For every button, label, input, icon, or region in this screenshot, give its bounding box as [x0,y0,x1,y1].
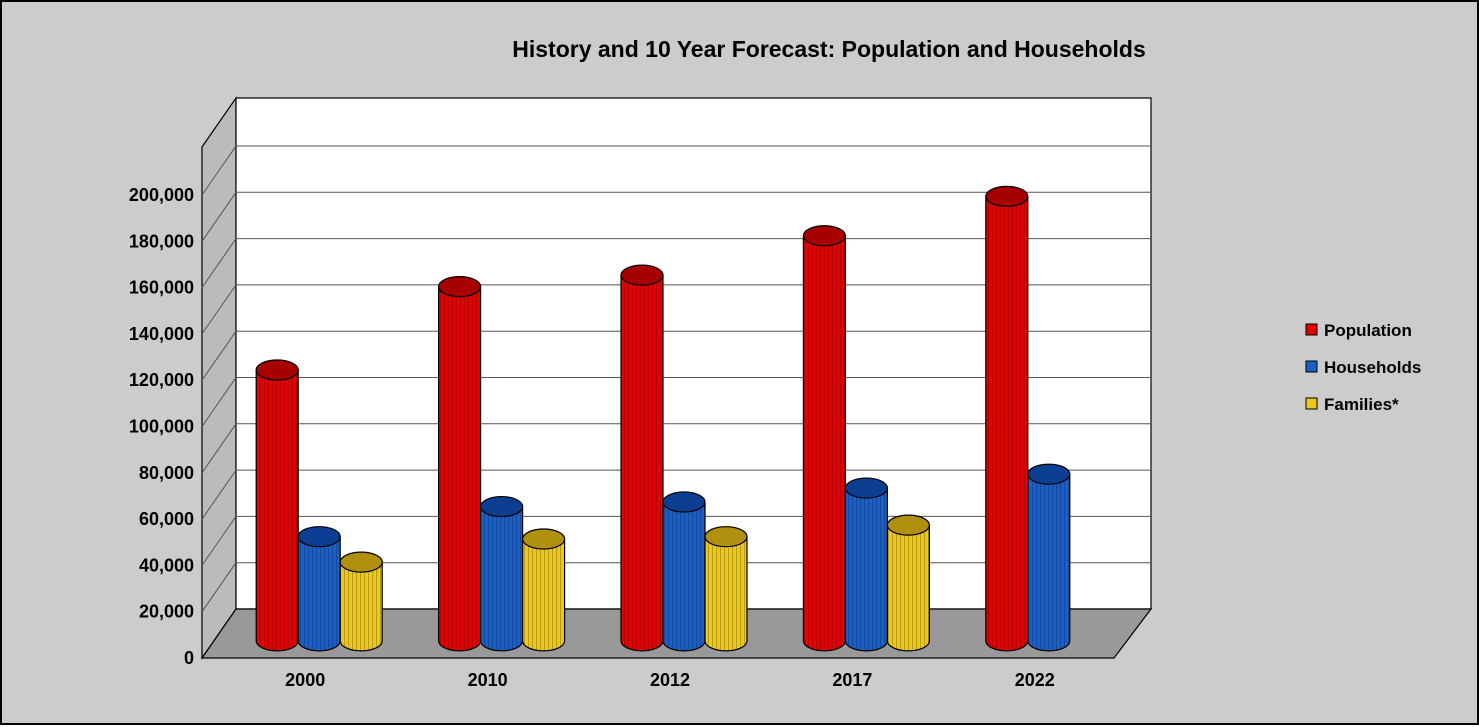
y-tick-label: 180,000 [129,231,194,251]
x-tick-label: 2017 [832,670,872,690]
bar-top [704,526,748,548]
bar-top [985,185,1029,207]
legend: Population Households Families* [1305,321,1421,414]
y-tick-label: 20,000 [139,602,194,622]
bar-top [297,526,341,548]
bar-top [886,514,931,536]
gridline-side [201,377,237,427]
bar-shading [340,562,383,651]
bar-shading [663,501,705,651]
bar-shading [438,286,481,651]
bar [297,526,341,652]
legend-item: Population [1305,321,1412,340]
bar-shading [845,488,888,651]
bar-top [480,495,524,518]
bar-shading [985,196,1028,651]
bar-shading [298,536,341,651]
legend-item: Households [1305,358,1421,377]
y-axis-tick-labels: 0 20,000 40,000 60,000 80,000 100,000 120,000 1… [129,185,194,668]
bar [480,495,524,652]
legend-swatch [1305,397,1318,410]
bar [438,276,482,652]
x-tick-label: 2012 [650,670,690,690]
gridline-side [201,469,237,520]
legend-label: Households [1324,358,1421,377]
bar [521,528,566,652]
bar [339,551,383,652]
gridline-side [201,238,237,288]
bar [620,264,664,652]
bar-top [802,225,847,247]
legend-label: Families* [1324,395,1399,414]
legend-swatch [1305,323,1318,336]
bar-shading [887,525,930,651]
chart-title: History and 10 Year Forecast: Population… [512,36,1146,62]
x-tick-label: 2022 [1015,670,1055,690]
bar-top [521,528,566,550]
bar [662,491,706,652]
bar [844,477,889,652]
y-tick-label: 140,000 [129,324,194,344]
side-wall [201,96,237,660]
gridline-side [201,145,237,196]
bar-top [339,551,383,573]
legend-swatch [1305,360,1318,373]
bar [886,514,931,652]
x-axis-tick-labels: 2000 2010 2012 2017 2022 [285,670,1055,690]
x-tick-label: 2000 [285,670,325,690]
y-tick-label: 160,000 [129,278,194,298]
bar-top [844,477,889,499]
y-tick-label: 120,000 [129,370,194,390]
bar-shading [621,275,663,651]
y-tick-label: 60,000 [139,509,194,529]
y-tick-label: 40,000 [139,555,194,575]
y-tick-label: 200,000 [129,185,194,205]
y-tick-label: 100,000 [129,417,194,437]
bar-top [438,276,482,298]
bar [1027,463,1071,652]
y-tick-label: 0 [184,648,194,668]
bar-shading [803,235,846,651]
gridline-side [201,284,237,335]
bar-shading [705,536,747,651]
bar [985,185,1029,652]
bar [704,526,748,652]
bar-shading [480,506,523,651]
bar [255,359,299,652]
bar-top [255,359,299,381]
bar [802,225,847,652]
bar-top [1027,463,1071,485]
gridline-side [201,423,237,474]
x-tick-label: 2010 [468,670,508,690]
gridline-side [201,516,237,566]
legend-label: Population [1324,321,1412,340]
legend-item: Families* [1305,395,1399,414]
bar-shading [256,369,299,651]
bar-top [662,491,706,513]
bar-group [255,185,1071,652]
gridline-side [201,330,237,381]
gridline-side [201,562,237,612]
bar-top [620,264,664,286]
y-tick-label: 80,000 [139,463,194,483]
bar-shading [522,538,565,651]
bar-shading [1027,474,1070,651]
gridline-side [201,192,237,242]
